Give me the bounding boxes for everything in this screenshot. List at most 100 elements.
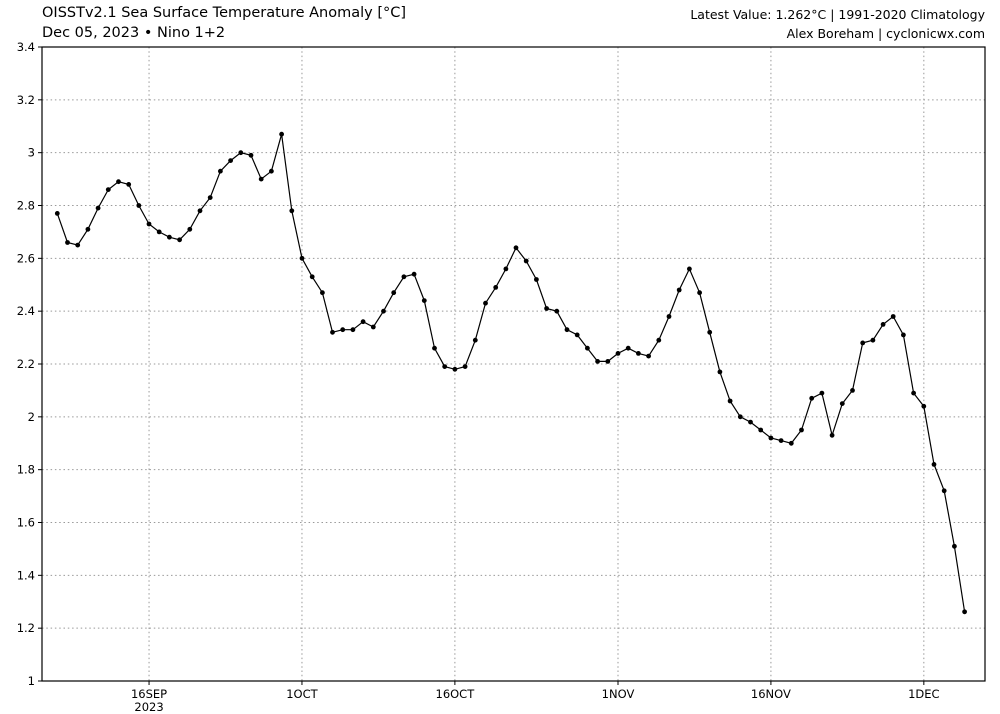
data-point-marker <box>248 152 254 158</box>
data-point-marker <box>309 274 315 280</box>
data-point-marker <box>503 266 509 272</box>
data-point-marker <box>289 208 295 214</box>
data-point-marker <box>320 290 325 296</box>
data-point-marker <box>962 609 967 615</box>
data-point-marker <box>758 427 764 433</box>
y-tick-label: 3.4 <box>17 40 35 54</box>
data-point-marker <box>197 208 203 214</box>
y-tick-label: 3.2 <box>17 93 35 107</box>
data-point-marker <box>65 240 70 245</box>
credit-text: Alex Boreham | cyclonicwx.com <box>786 26 985 41</box>
data-point-marker <box>727 398 733 404</box>
data-point-marker <box>218 168 223 174</box>
data-point-marker <box>554 308 560 314</box>
data-point-marker <box>625 345 631 351</box>
data-point-marker <box>809 395 815 401</box>
data-point-marker <box>452 366 458 372</box>
data-point-marker <box>483 300 488 306</box>
data-point-marker <box>615 351 621 356</box>
data-point-marker <box>656 337 662 343</box>
data-point-marker <box>788 440 794 446</box>
data-point-marker <box>432 345 437 351</box>
data-point-marker <box>472 337 478 343</box>
data-point-marker <box>411 271 417 277</box>
x-tick-label: 16OCT <box>436 687 476 701</box>
y-tick-label: 3 <box>28 146 35 160</box>
y-tick-label: 1.8 <box>17 463 35 477</box>
data-point-marker <box>85 226 91 232</box>
data-point-marker <box>901 332 906 338</box>
data-point-marker <box>952 543 957 549</box>
data-point-marker <box>156 229 162 235</box>
y-tick-label: 1.2 <box>17 621 35 635</box>
data-point-marker <box>676 287 682 293</box>
data-point-marker <box>381 308 386 314</box>
x-tick-sublabel: 2023 <box>134 700 163 714</box>
data-point-marker <box>360 319 366 325</box>
data-point-marker <box>737 414 743 420</box>
data-point-marker <box>717 369 723 375</box>
data-point-marker <box>340 327 346 333</box>
data-point-marker <box>228 158 234 164</box>
data-point-marker <box>513 245 519 251</box>
data-point-marker <box>523 258 529 264</box>
data-point-marker <box>207 195 213 201</box>
data-point-marker <box>105 187 111 193</box>
data-point-marker <box>860 340 866 346</box>
data-point-marker <box>768 435 774 441</box>
data-point-marker <box>799 427 804 433</box>
data-point-marker <box>350 327 356 333</box>
data-point-marker <box>931 462 937 467</box>
data-point-marker <box>493 285 499 290</box>
y-tick-label: 2.8 <box>17 199 35 213</box>
data-point-marker <box>595 359 600 364</box>
y-tick-label: 2.2 <box>17 357 35 371</box>
y-tick-label: 1.6 <box>17 516 35 530</box>
data-point-marker <box>748 419 753 425</box>
data-point-marker <box>941 488 947 494</box>
y-tick-label: 1.4 <box>17 568 35 582</box>
data-point-marker <box>136 203 142 208</box>
data-point-marker <box>585 345 590 351</box>
data-point-marker <box>636 351 641 356</box>
data-point-marker <box>167 234 172 240</box>
chart-subtitle: Dec 05, 2023 • Nino 1+2 <box>42 25 226 41</box>
data-point-marker <box>544 306 549 311</box>
data-point-marker <box>442 364 448 369</box>
data-point-marker <box>177 237 183 243</box>
chart-title: OISSTv2.1 Sea Surface Temperature Anomal… <box>42 5 407 21</box>
data-point-marker <box>911 390 916 396</box>
latest-value-text: Latest Value: 1.262°C | 1991-2020 Climat… <box>690 7 985 22</box>
data-point-marker <box>238 150 244 156</box>
data-point-marker <box>666 314 672 319</box>
y-tick-label: 2.4 <box>17 304 35 318</box>
x-tick-label: 16NOV <box>751 687 791 701</box>
data-point-marker <box>819 390 825 396</box>
data-point-marker <box>890 314 896 319</box>
data-point-marker <box>75 242 81 248</box>
data-point-marker <box>646 353 651 359</box>
data-point-marker <box>269 168 274 174</box>
x-tick-label: 1NOV <box>602 687 635 701</box>
data-point-marker <box>687 266 692 272</box>
data-point-marker <box>330 329 335 335</box>
data-point-marker <box>534 277 539 282</box>
data-point-marker <box>279 131 284 137</box>
data-point-marker <box>146 221 152 227</box>
data-point-marker <box>116 179 121 185</box>
x-tick-label: 1OCT <box>286 687 318 701</box>
data-point-marker <box>54 211 60 216</box>
data-point-marker <box>95 205 101 211</box>
data-point-marker <box>839 401 845 406</box>
data-point-marker <box>870 337 876 343</box>
x-tick-label: 16SEP <box>131 687 167 701</box>
data-point-marker <box>370 324 376 330</box>
data-point-marker <box>421 298 427 303</box>
data-point-marker <box>258 176 264 182</box>
y-tick-label: 2.6 <box>17 251 35 265</box>
data-point-marker <box>921 403 927 409</box>
data-point-marker <box>391 290 397 296</box>
data-point-marker <box>697 290 702 296</box>
